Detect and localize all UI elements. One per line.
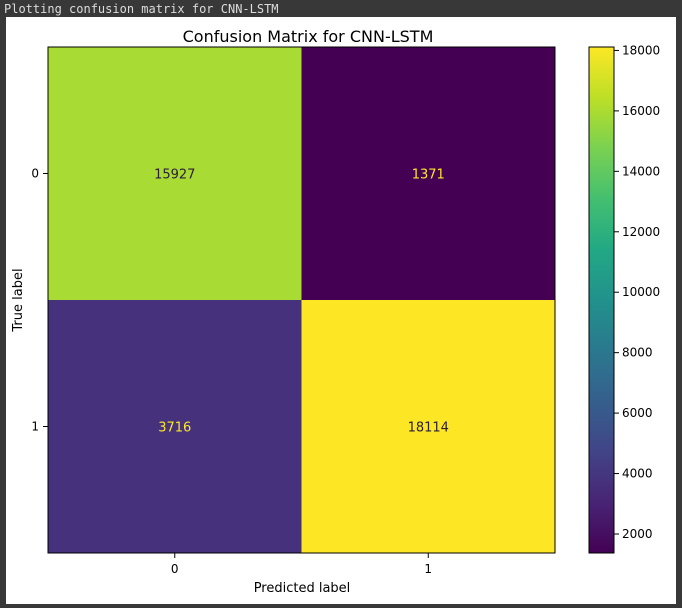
colorbar-tick-label: 8000	[622, 346, 653, 360]
cell-value-label: 3716	[158, 421, 191, 436]
colorbar-tick-label: 4000	[622, 467, 653, 481]
matrix-frame	[47, 46, 556, 554]
colorbar-tick-label: 10000	[622, 285, 660, 299]
y-tick-label: 1	[31, 420, 39, 434]
matrix-cell-1-0	[48, 300, 302, 553]
colorbar-tick-label: 6000	[622, 406, 653, 420]
matrix-cells	[48, 47, 555, 553]
matrix-cell-labels: 15927 1371 3716 18114	[154, 168, 449, 436]
colorbar-tick-label: 12000	[622, 225, 660, 239]
y-axis-ticks: 01	[31, 167, 48, 434]
console-output-line: Plotting confusion matrix for CNN-LSTM	[4, 2, 279, 16]
colorbar-ticks: 2000 4000 6000 8000 10000 12000 14000 16000 1800…	[614, 43, 660, 541]
confusion-matrix-figure: Confusion Matrix for CNN-LSTM 15927 1371 3…	[6, 17, 676, 604]
matrix-cell-1-1	[301, 300, 555, 553]
chart-title: Confusion Matrix for CNN-LSTM	[183, 27, 434, 46]
cell-value-label: 15927	[154, 168, 195, 183]
matrix-cell-0-0	[48, 47, 302, 300]
colorbar-tick-label: 18000	[622, 43, 660, 57]
y-axis-label: True label	[11, 268, 26, 332]
colorbar-tick-label: 14000	[622, 164, 660, 178]
cell-value-label: 18114	[408, 421, 449, 436]
x-axis-label: Predicted label	[254, 581, 351, 596]
confusion-matrix-chart: Confusion Matrix for CNN-LSTM 15927 1371 3…	[11, 27, 660, 596]
y-tick-label: 0	[31, 167, 39, 181]
cell-value-label: 1371	[412, 168, 445, 183]
matrix-cell-0-1	[301, 47, 555, 300]
colorbar-tick-label: 2000	[622, 527, 653, 541]
colorbar	[588, 46, 615, 554]
x-tick-label: 0	[171, 562, 179, 576]
colorbar-tick-label: 16000	[622, 104, 660, 118]
x-tick-label: 1	[424, 562, 432, 576]
